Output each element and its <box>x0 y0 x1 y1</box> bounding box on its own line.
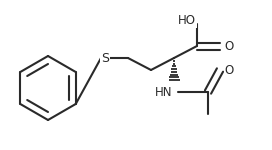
Text: O: O <box>224 63 234 76</box>
Text: HN: HN <box>155 85 173 99</box>
Text: S: S <box>101 51 109 64</box>
Text: O: O <box>224 39 234 52</box>
Text: HO: HO <box>178 15 196 27</box>
